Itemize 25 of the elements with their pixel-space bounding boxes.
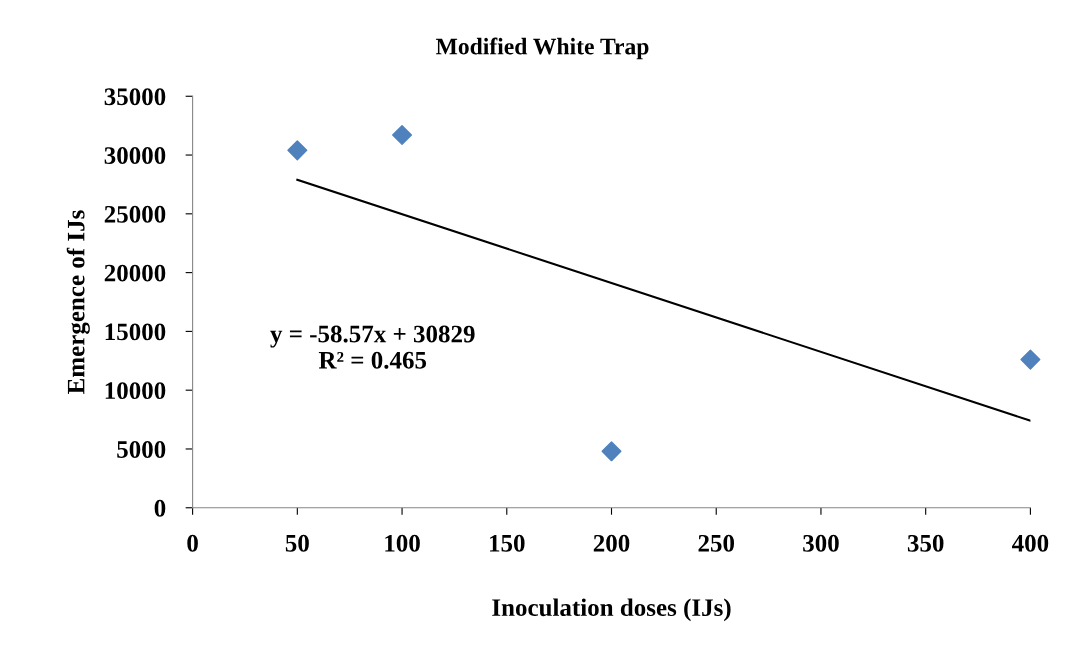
y-tick-label: 15000 (105, 323, 166, 341)
x-tick-label: 200 (593, 534, 630, 552)
y-tick-label: 5000 (117, 441, 166, 458)
y-tick-label: 20000 (104, 264, 166, 282)
x-tick-label: 50 (285, 534, 309, 552)
x-tick-label: 100 (385, 534, 420, 552)
point (601, 441, 622, 462)
y-tick-label: 35000 (104, 88, 166, 106)
y-tick-label: 0 (154, 499, 166, 517)
point (1020, 349, 1041, 370)
x-tick-label: 400 (1012, 534, 1049, 552)
point (287, 140, 308, 161)
x-tick-label: 250 (698, 534, 735, 552)
y-tick-label: 30000 (104, 147, 166, 164)
chart-title: Modified White Trap (435, 37, 649, 60)
y-axis-title: Emergence of IJs (66, 210, 90, 394)
x-tick-label: 0 (187, 534, 198, 552)
x-tick-label: 150 (490, 534, 525, 552)
y-tick-label: 10000 (105, 382, 166, 400)
point (392, 125, 413, 146)
x-tick-label: 350 (907, 534, 944, 552)
x-tick-label: 300 (803, 534, 839, 552)
y-tick-label: 25000 (104, 205, 166, 223)
annotation: y = -58.57x + 30829 R² = 0.465 (270, 325, 475, 369)
x-axis-title: Inoculation doses (IJs) (492, 598, 731, 622)
